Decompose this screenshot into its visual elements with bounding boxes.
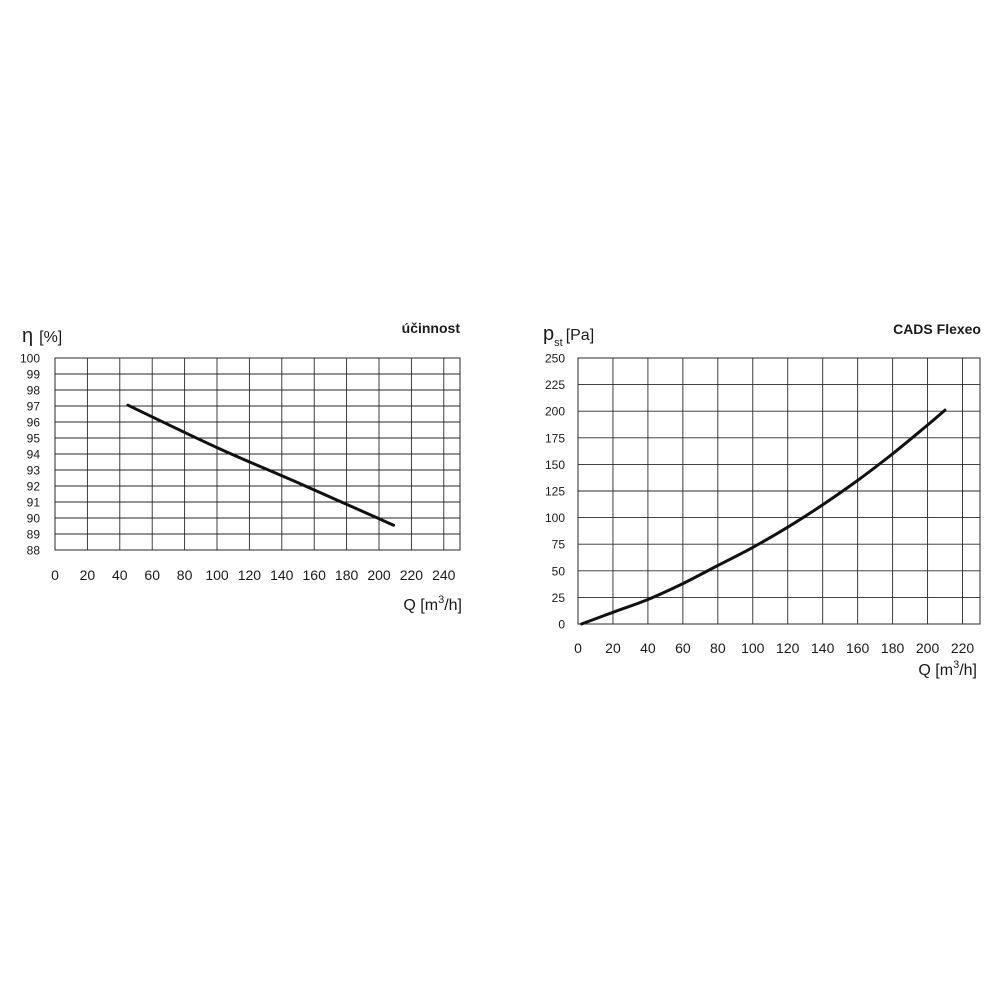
y-tick-label: 93 bbox=[27, 464, 41, 478]
x-tick-label: 60 bbox=[144, 567, 160, 583]
x-tick-label: 140 bbox=[811, 640, 835, 656]
y-tick-label: 90 bbox=[27, 512, 41, 526]
gridlines bbox=[55, 357, 460, 551]
y-tick-label: 150 bbox=[545, 458, 565, 472]
x-tick-label: 200 bbox=[367, 567, 391, 583]
x-axis-label-prefix: Q [m bbox=[918, 662, 953, 679]
chart-title: účinnost bbox=[402, 320, 461, 336]
x-tick-label: 40 bbox=[112, 567, 128, 583]
x-tick-label: 160 bbox=[846, 640, 870, 656]
y-tick-label: 25 bbox=[552, 591, 566, 605]
y-tick-label: 91 bbox=[27, 496, 41, 510]
y-tick-label: 50 bbox=[552, 564, 566, 578]
y-tick-label: 75 bbox=[552, 538, 566, 552]
y-tick-label: 98 bbox=[27, 384, 41, 398]
y-tick-label: 100 bbox=[20, 352, 40, 366]
x-tick-label: 140 bbox=[270, 567, 294, 583]
y-tick-label: 100 bbox=[545, 511, 565, 525]
y-tick-label: 225 bbox=[545, 378, 565, 392]
y-tick-label: 96 bbox=[27, 416, 41, 430]
y-axis-symbol: η bbox=[22, 325, 33, 347]
x-axis-label-superscript: 3 bbox=[953, 659, 959, 671]
x-tick-label: 180 bbox=[335, 567, 359, 583]
y-tick-label: 94 bbox=[27, 448, 41, 462]
x-tick-label: 120 bbox=[238, 567, 262, 583]
y-tick-label: 200 bbox=[545, 405, 565, 419]
x-axis-label: Q [m3/h] bbox=[403, 594, 462, 614]
y-tick-label: 125 bbox=[545, 485, 565, 499]
y-axis-subscript: st bbox=[554, 337, 563, 349]
x-tick-label: 120 bbox=[776, 640, 800, 656]
efficiency-chart: 88 89 90 91 92 93 94 95 96 97 98 99 100 0 20 40 60 80 100 1… bbox=[20, 320, 462, 614]
y-axis-label: η [%] bbox=[22, 325, 62, 347]
x-axis-label-superscript: 3 bbox=[438, 594, 444, 606]
chart-title: CADS Flexeo bbox=[893, 321, 981, 337]
y-axis-unit: [Pa] bbox=[566, 327, 594, 344]
x-tick-label: 220 bbox=[400, 567, 424, 583]
x-tick-label: 20 bbox=[80, 567, 96, 583]
x-tick-label: 0 bbox=[574, 640, 582, 656]
gridlines bbox=[578, 357, 980, 625]
x-axis-label-suffix: /h] bbox=[444, 597, 462, 614]
y-tick-label: 88 bbox=[27, 544, 41, 558]
x-tick-label: 60 bbox=[675, 640, 691, 656]
y-tick-label: 97 bbox=[27, 400, 41, 414]
y-tick-label: 0 bbox=[558, 618, 565, 632]
y-tick-label: 92 bbox=[27, 480, 41, 494]
x-axis-label: Q [m3/h] bbox=[918, 659, 977, 679]
x-tick-label: 100 bbox=[205, 567, 229, 583]
x-tick-label: 20 bbox=[605, 640, 621, 656]
x-tick-label: 100 bbox=[741, 640, 765, 656]
x-tick-label: 240 bbox=[432, 567, 456, 583]
plot-frame bbox=[54, 357, 461, 551]
plot-frame bbox=[577, 357, 981, 625]
x-tick-label: 80 bbox=[710, 640, 726, 656]
x-tick-label: 200 bbox=[916, 640, 940, 656]
y-tick-label: 175 bbox=[545, 431, 565, 445]
x-tick-label: 80 bbox=[177, 567, 193, 583]
series-line bbox=[580, 408, 947, 626]
x-axis-label-suffix: /h] bbox=[959, 662, 977, 679]
y-axis-unit: [%] bbox=[39, 329, 62, 346]
y-tick-label: 250 bbox=[545, 352, 565, 366]
y-axis-label: pst [Pa] bbox=[543, 323, 594, 349]
x-tick-label: 180 bbox=[881, 640, 905, 656]
y-axis-symbol: p bbox=[543, 323, 554, 345]
x-tick-label: 0 bbox=[51, 567, 59, 583]
x-axis-label-prefix: Q [m bbox=[403, 597, 438, 614]
x-tick-label: 220 bbox=[951, 640, 975, 656]
pressure-chart: 0 25 50 75 100 125 150 175 200 225 250 0 20 40 60 80 100… bbox=[543, 321, 981, 679]
series-line bbox=[126, 403, 396, 527]
x-tick-label: 40 bbox=[640, 640, 656, 656]
y-tick-label: 89 bbox=[27, 528, 41, 542]
y-tick-label: 95 bbox=[27, 432, 41, 446]
y-tick-label: 99 bbox=[27, 368, 41, 382]
x-tick-label: 160 bbox=[303, 567, 327, 583]
